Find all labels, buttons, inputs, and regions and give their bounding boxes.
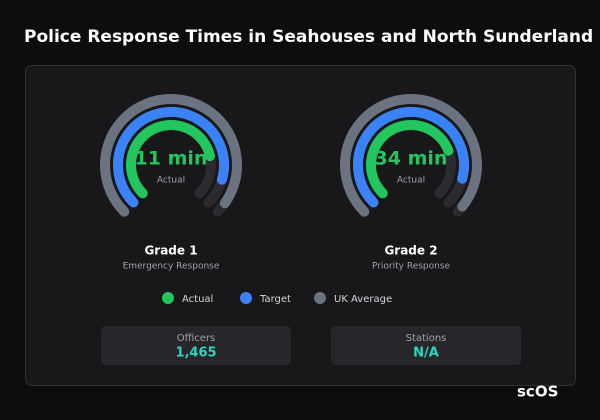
legend-dot [314,292,326,304]
gauge-caption: Actual [397,176,425,186]
gauge-subtitle: Emergency Response [123,262,220,272]
gauge-arc [126,120,215,199]
content: 11 min Actual Grade 1 Emergency Response 34 … [100,94,521,365]
gauge-name: Grade 2 [384,244,437,258]
stat-label: Stations [406,333,447,344]
gauge-arc [113,107,229,208]
gauge-name: Grade 1 [144,244,197,258]
legend-dot [240,292,252,304]
gauge-value: 11 min [135,148,208,170]
legend-dot [162,292,174,304]
gauge-arc [353,107,469,208]
gauge-arc [340,94,482,217]
gauge-arc [100,94,242,217]
gauge-caption: Actual [157,176,185,186]
stat-value: 1,465 [175,346,216,361]
legend-label: Actual [182,294,213,305]
stat-label: Officers [177,333,216,344]
gauge-value: 34 min [375,148,448,170]
brand: scOS [517,383,558,401]
stat-value: N/A [413,346,439,361]
stat-card [101,326,291,365]
gauge-arc [366,120,454,199]
panel [25,65,576,386]
gauge-subtitle: Priority Response [372,262,451,272]
legend-label: Target [259,294,291,305]
legend-label: UK Average [334,294,392,305]
stat-card [331,326,521,365]
title: Police Response Times in Seahouses and N… [24,27,593,47]
